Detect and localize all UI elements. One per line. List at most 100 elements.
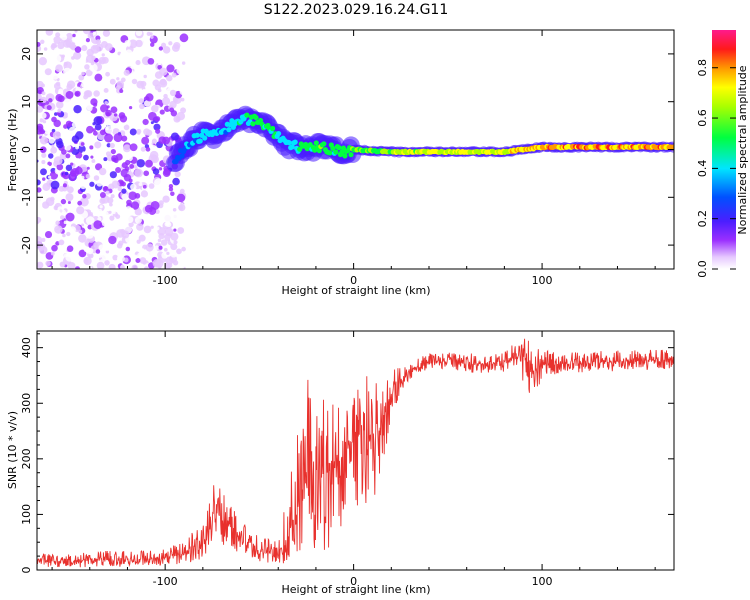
spectrogram-ridge-core	[253, 115, 258, 120]
spectrogram-noise-blob	[155, 116, 161, 122]
spectrogram-noise-blob	[51, 39, 54, 42]
spectrogram-noise-blob	[42, 177, 45, 180]
spectrogram-noise-blob	[68, 112, 76, 120]
spectrogram-noise-blob	[64, 62, 68, 66]
spectrogram-noise-blob	[162, 97, 170, 105]
spectrogram-ridge-core	[287, 140, 292, 145]
colorbar-gradient	[712, 30, 736, 269]
spectrogram-noise-blob	[137, 159, 145, 167]
spectrogram-noise-blob	[112, 180, 120, 188]
spectrogram-noise-blob	[119, 89, 123, 93]
spectrogram-noise-blob	[177, 261, 185, 269]
spectrogram-noise-blob	[56, 141, 63, 148]
spectrogram-noise-blob	[90, 202, 94, 206]
spectrogram-noise-blob	[159, 46, 163, 50]
spectrogram-noise-blob	[120, 51, 129, 60]
spectrogram-noise-blob	[66, 232, 70, 236]
spectrogram-noise-blob	[176, 117, 181, 122]
spectrogram-noise-blob	[75, 217, 78, 220]
spectrogram-noise-blob	[162, 195, 169, 202]
spectrogram-noise-blob	[94, 74, 102, 82]
spectrogram-noise-blob	[105, 110, 112, 117]
spectrogram-noise-blob	[85, 76, 92, 83]
spectrogram-noise-blob	[156, 226, 160, 230]
spectrogram-noise-blob	[121, 189, 126, 194]
spectrogram-ridge-core	[314, 140, 319, 145]
spectrogram-noise-blob	[139, 182, 143, 186]
spectrogram-noise-blob	[56, 101, 63, 108]
spectrogram-noise-blob	[136, 223, 144, 231]
spectrogram-noise-blob	[137, 253, 142, 258]
spectrogram-noise-blob	[141, 147, 146, 152]
spectrogram-noise-blob	[77, 201, 82, 206]
spectrogram-noise-blob	[63, 99, 71, 107]
spectrogram-noise-blob	[148, 58, 155, 65]
spectrogram-noise-blob	[178, 205, 183, 210]
spectrogram-noise-blob	[86, 38, 90, 42]
spectrogram-noise-blob	[63, 68, 71, 76]
spectrogram-noise-blob	[170, 191, 175, 196]
spectrogram-noise-blob	[177, 241, 183, 247]
spectrogram-noise-blob	[103, 30, 110, 37]
spectrogram-noise-blob	[141, 190, 148, 197]
spectrogram-noise-blob	[73, 105, 81, 113]
spectrogram-noise-blob	[158, 239, 162, 243]
spectrogram-noise-blob	[170, 233, 178, 241]
spectrogram-noise-blob	[69, 226, 76, 233]
spectrogram-noise-blob	[45, 68, 52, 75]
spectrogram-noise-blob	[173, 208, 177, 212]
spectrogram-noise-blob	[141, 248, 144, 251]
spectrogram-noise-blob	[78, 230, 82, 234]
spectrogram-noise-blob	[40, 97, 46, 103]
spectrogram-noise-blob	[54, 225, 62, 233]
spectrogram-noise-blob	[107, 197, 113, 203]
spectrogram-noise-blob	[45, 231, 52, 238]
spectrogram-noise-blob	[176, 249, 182, 255]
spectrogram-noise-blob	[155, 129, 160, 134]
spectrogram-noise-blob	[90, 98, 97, 105]
spectrogram-noise-blob	[85, 230, 94, 239]
spectrogram-noise-blob	[153, 259, 161, 267]
spectrogram-noise-blob	[99, 198, 105, 204]
spectrogram-noise-blob	[145, 93, 153, 101]
spectrogram-ridge-core	[250, 121, 255, 126]
spectrogram-noise-blob	[104, 228, 111, 235]
spectrogram-noise-blob	[66, 84, 72, 90]
spectrogram-noise-blob	[182, 61, 185, 64]
spectrogram-noise-blob	[121, 78, 126, 83]
spectrogram-noise-blob	[72, 39, 76, 43]
spectrogram-ridge-core	[342, 153, 347, 158]
spectrogram-noise-blob	[104, 88, 109, 93]
spectrogram-ytick-label: -10	[20, 188, 33, 206]
spectrogram-noise-blob	[124, 40, 130, 46]
spectrogram-noise-blob	[94, 175, 99, 180]
spectrogram-noise-blob	[66, 165, 72, 171]
spectrogram-noise-blob	[154, 50, 160, 56]
spectrogram-xtick-label: 100	[532, 274, 553, 287]
spectrogram-noise-blob	[139, 104, 145, 110]
spectrogram-noise-blob	[134, 169, 143, 178]
spectrogram-noise-blob	[36, 42, 41, 47]
spectrogram-noise-blob	[45, 261, 50, 266]
spectrogram-noise-blob	[108, 236, 116, 244]
spectrogram-noise-blob	[90, 156, 93, 159]
spectrogram-noise-blob	[97, 232, 106, 241]
spectrogram-noise-blob	[150, 144, 156, 150]
spectrogram-noise-blob	[49, 137, 55, 143]
spectrogram-noise-blob	[103, 243, 111, 251]
spectrogram-noise-blob	[81, 142, 85, 146]
spectrogram-noise-blob	[135, 60, 140, 65]
spectrogram-noise-blob	[96, 39, 101, 44]
spectrogram-noise-blob	[104, 186, 108, 190]
spectrogram-noise-blob	[166, 75, 172, 81]
spectrogram-noise-blob	[169, 52, 174, 57]
spectrogram-noise-blob	[66, 121, 72, 127]
spectrogram-noise-blob	[42, 91, 46, 95]
spectrogram-noise-blob	[139, 70, 148, 79]
spectrogram-noise-blob	[51, 181, 60, 190]
spectrogram-noise-blob	[158, 62, 161, 65]
spectrogram-noise-blob	[151, 121, 154, 124]
spectrogram-ridge-core	[327, 150, 332, 155]
spectrogram-noise-blob	[72, 135, 80, 143]
spectrogram-noise-blob	[86, 126, 94, 134]
